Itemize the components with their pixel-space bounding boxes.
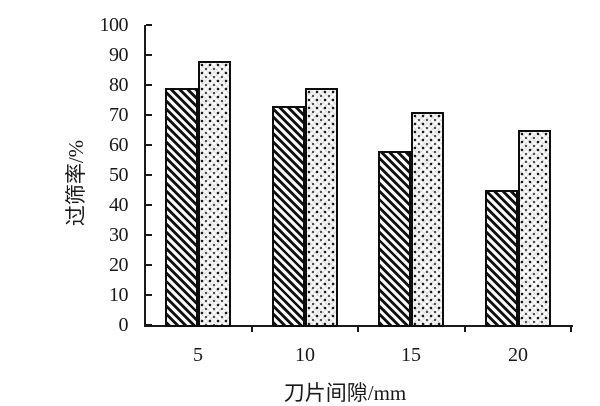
- y-tick-70: [146, 114, 152, 116]
- y-tick-20: [146, 264, 152, 266]
- bar-dotted-gap5: [198, 61, 231, 327]
- x-tick-label-15: 15: [401, 344, 421, 366]
- x-tick-1: [251, 327, 253, 332]
- y-tick-label-10: 10: [109, 284, 129, 306]
- x-axis-title: 刀片间隙/mm: [283, 381, 407, 405]
- y-tick-80: [146, 84, 152, 86]
- x-axis-line: [144, 325, 573, 327]
- y-tick-60: [146, 144, 152, 146]
- y-tick-30: [146, 234, 152, 236]
- y-tick-50: [146, 174, 152, 176]
- y-tick-label-80: 80: [109, 74, 129, 96]
- y-tick-90: [146, 54, 152, 56]
- y-axis-title: 过筛率/%: [64, 139, 88, 227]
- y-tick-label-20: 20: [109, 254, 129, 276]
- x-tick-4: [570, 327, 572, 332]
- y-tick-label-30: 30: [109, 224, 129, 246]
- x-tick-label-5: 5: [193, 344, 203, 366]
- y-tick-label-70: 70: [109, 104, 129, 126]
- bar-diagonal-hatch-gap15: [378, 151, 411, 327]
- y-tick-10: [146, 294, 152, 296]
- bar-diagonal-hatch-gap5: [165, 88, 198, 327]
- y-tick-label-40: 40: [109, 194, 129, 216]
- y-tick-label-60: 60: [109, 134, 129, 156]
- x-tick-label-20: 20: [508, 344, 528, 366]
- bar-dotted-gap10: [305, 88, 338, 327]
- y-tick-label-50: 50: [109, 164, 129, 186]
- y-axis-line: [144, 25, 146, 327]
- x-tick-label-10: 10: [295, 344, 315, 366]
- y-tick-40: [146, 204, 152, 206]
- x-tick-2: [357, 327, 359, 332]
- y-tick-0: [146, 324, 152, 326]
- x-tick-3: [464, 327, 466, 332]
- y-tick-label-90: 90: [109, 44, 129, 66]
- bar-dotted-gap15: [411, 112, 444, 327]
- bar-diagonal-hatch-gap10: [272, 106, 305, 327]
- bar-dotted-gap20: [518, 130, 551, 327]
- y-tick-label-100: 100: [99, 14, 129, 36]
- y-tick-100: [146, 24, 152, 26]
- bar-diagonal-hatch-gap20: [485, 190, 518, 327]
- y-tick-label-0: 0: [118, 314, 129, 336]
